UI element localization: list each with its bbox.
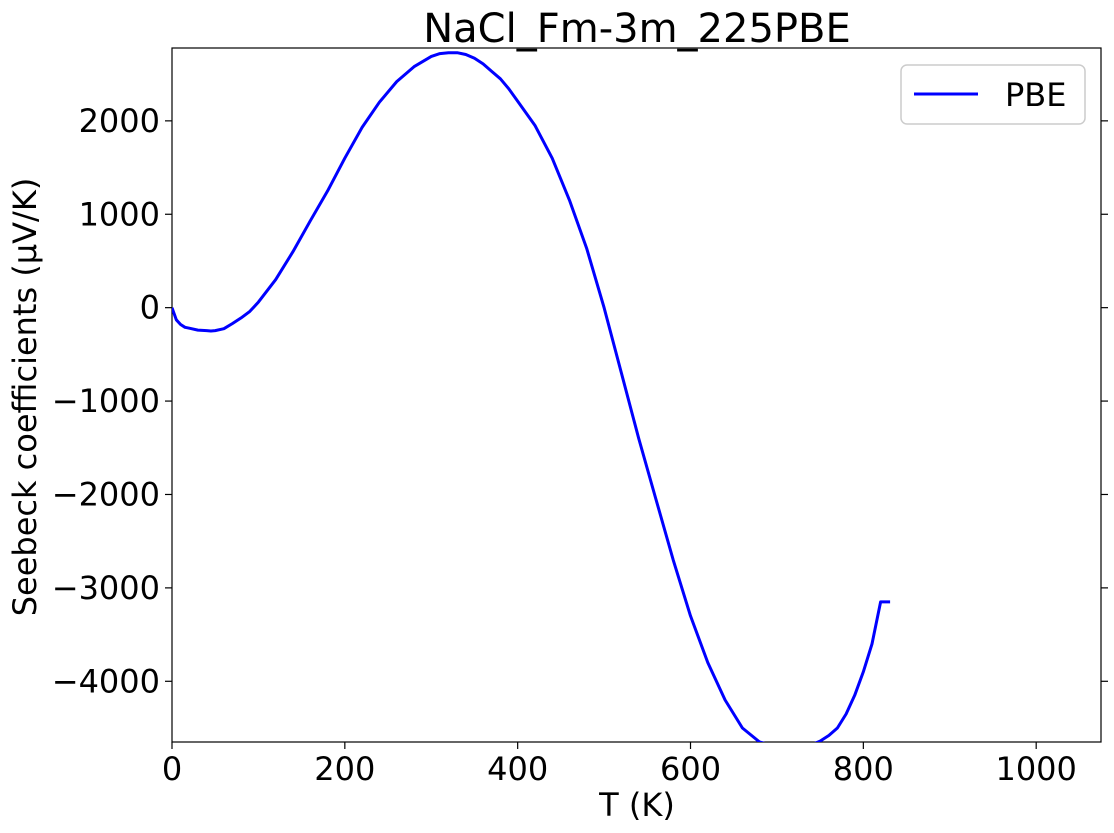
y-tick-label: 0: [140, 289, 160, 327]
x-tick-label: 800: [833, 750, 894, 788]
x-axis: 0 200 400 600 800 1000: [162, 742, 1077, 788]
x-tick-label: 1000: [995, 750, 1076, 788]
x-tick-label: 200: [314, 750, 375, 788]
plot-area: [171, 47, 1102, 743]
y-tick-label: −2000: [52, 475, 160, 513]
y-tick-label: 1000: [79, 195, 160, 233]
x-tick-label: 0: [162, 750, 182, 788]
plot-frame: [171, 47, 1102, 743]
y-axis-label: Seebeck coefficients (µV/K): [6, 178, 44, 617]
y-tick-label: −1000: [52, 382, 160, 420]
legend-box: [900, 64, 1086, 125]
x-tick-label: 600: [660, 750, 721, 788]
y-axis: −4000 −3000 −2000 −1000 0 1000 2000: [52, 102, 1108, 700]
y-tick-label: 2000: [79, 102, 160, 140]
x-axis-label: T (K): [598, 786, 675, 824]
x-tick-label: 400: [487, 750, 548, 788]
y-tick-label: −4000: [52, 662, 160, 700]
chart-title: NaCl_Fm-3m_225PBE: [423, 6, 850, 52]
series-line-pbe: [172, 51, 891, 742]
series-layer: [172, 51, 891, 742]
legend: PBE: [900, 64, 1086, 125]
legend-label-pbe: PBE: [1005, 76, 1066, 114]
y-tick-label: −3000: [52, 569, 160, 607]
